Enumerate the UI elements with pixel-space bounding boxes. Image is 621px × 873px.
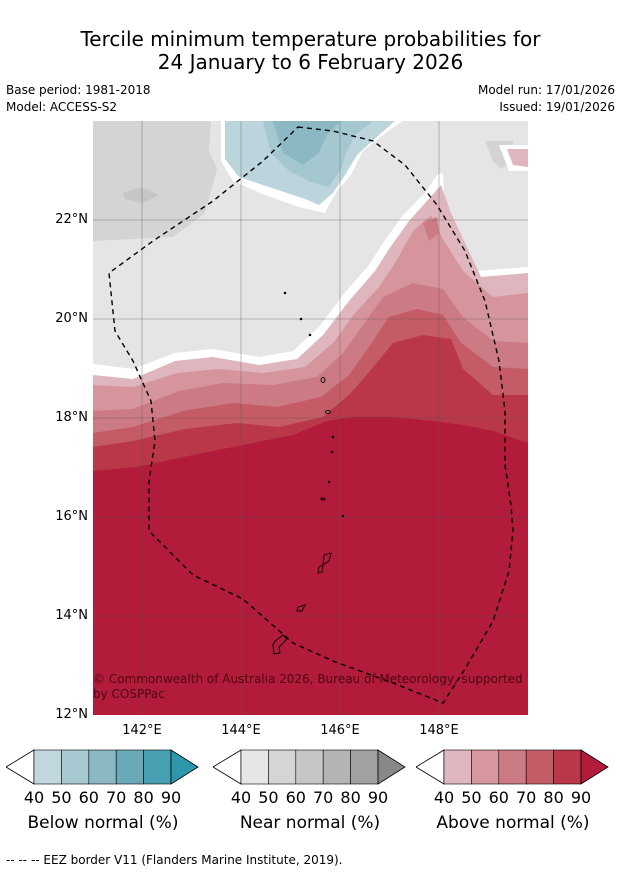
colorbar-near <box>213 749 406 785</box>
colorbar-above-tick: 60 <box>488 788 509 807</box>
colorbar-above-segment <box>498 749 527 785</box>
colorbar-near-lower-arrow <box>213 749 242 785</box>
islands <box>272 291 345 655</box>
colorbar-above-segment <box>553 749 582 785</box>
colorbar-below-upper-arrow <box>170 749 199 785</box>
meta-right: Model run: 17/01/2026 Issued: 19/01/2026 <box>478 82 615 116</box>
colorbar-near-tick: 40 <box>230 788 252 807</box>
title-line-1: Tercile minimum temperature probabilitie… <box>80 27 541 51</box>
ne-above-40-patch <box>507 149 528 167</box>
colorbar-below-tick: 60 <box>78 788 99 807</box>
above-normal-label: Above normal (%) <box>436 813 590 833</box>
near-normal-50-region <box>93 121 217 241</box>
lat-label-14: 14°N <box>55 608 88 623</box>
colorbar-below-segment <box>115 749 144 785</box>
model-run: Model run: 17/01/2026 <box>477 83 615 97</box>
above-normal-60-patch <box>423 217 439 241</box>
colorbar-above-tick: 80 <box>543 788 564 807</box>
colorbar-below-tick: 80 <box>133 788 154 807</box>
lat-label-12: 12°N <box>55 707 88 722</box>
lon-label-146: 146°E <box>320 723 360 738</box>
colorbar-below-segment <box>88 749 117 785</box>
map-svg <box>93 121 528 715</box>
near-normal-60-patch <box>123 187 159 203</box>
below-normal-60-region <box>273 121 341 165</box>
colorbar-near-segment <box>322 749 351 785</box>
above-normal-90-region <box>93 417 528 715</box>
colorbar-near-segment <box>350 749 379 785</box>
eez-border <box>108 126 514 704</box>
page-title: Tercile minimum temperature probabilitie… <box>0 28 621 74</box>
colorbar-above-upper-arrow <box>580 749 609 785</box>
colorbar-below-segment <box>33 749 62 785</box>
title-line-2: 24 January to 6 February 2026 <box>157 50 464 74</box>
colorbar-above-segment <box>525 749 554 785</box>
colorbar-below-segment <box>61 749 90 785</box>
colorbar-below-segment <box>143 749 172 785</box>
colorbar-above-tick: 90 <box>570 788 592 807</box>
lat-label-18: 18°N <box>55 410 88 425</box>
colorbar-above-segment <box>443 749 472 785</box>
colorbar-near-tick: 50 <box>258 788 279 807</box>
colorbar-below-tick: 70 <box>106 788 127 807</box>
colorbar-near-tick: 70 <box>313 788 334 807</box>
colorbar-below-segments <box>33 749 172 785</box>
colorbar-below-tick: 40 <box>23 788 45 807</box>
lon-label-142: 142°E <box>122 723 162 738</box>
colorbar-near-tick: 90 <box>367 788 389 807</box>
colorbar-below <box>6 749 199 785</box>
colorbar-near-segments <box>240 749 379 785</box>
map-area <box>93 121 528 715</box>
base-period: Base period: 1981-2018 <box>6 83 151 97</box>
colorbar-above-lower-arrow <box>416 749 445 785</box>
lon-label-148: 148°E <box>419 723 459 738</box>
footer-note: -- -- -- EEZ border V11 (Flanders Marine… <box>6 853 343 867</box>
issued-date: Issued: 19/01/2026 <box>499 100 615 114</box>
colorbar-above-segment <box>471 749 500 785</box>
colorbar-near-segment <box>268 749 297 785</box>
colorbar-above-tick: 70 <box>516 788 537 807</box>
colorbar-below-tick: 50 <box>51 788 72 807</box>
colorbar-near-segment <box>240 749 269 785</box>
colorbar-near-upper-arrow <box>377 749 406 785</box>
colorbar-near-tick: 60 <box>285 788 306 807</box>
lat-label-22: 22°N <box>55 212 88 227</box>
lat-label-20: 20°N <box>55 311 88 326</box>
model-name: Model: ACCESS-S2 <box>6 100 118 114</box>
colorbar-below-lower-arrow <box>6 749 35 785</box>
gridlines <box>93 121 528 715</box>
below-normal-label: Below normal (%) <box>27 813 179 833</box>
colorbar-near-segment <box>295 749 324 785</box>
near-normal-label: Near normal (%) <box>239 813 381 833</box>
meta-left: Base period: 1981-2018 Model: ACCESS-S2 <box>6 82 151 116</box>
colorbar-near-tick: 80 <box>340 788 361 807</box>
colorbar-below-tick: 90 <box>160 788 182 807</box>
colorbar-above <box>416 749 609 785</box>
colorbar-above-tick: 50 <box>461 788 482 807</box>
lat-label-16: 16°N <box>55 509 88 524</box>
lon-label-144: 144°E <box>221 723 261 738</box>
colorbar-above-tick: 40 <box>433 788 455 807</box>
colorbar-above-segments <box>443 749 582 785</box>
copyright-notice: © Commonwealth of Australia 2026, Bureau… <box>93 672 523 701</box>
